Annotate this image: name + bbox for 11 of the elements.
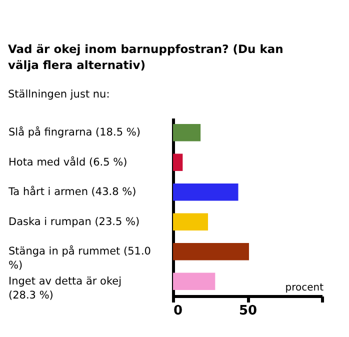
y-tick-label: Ta hårt i armen (43.8 %) [8, 185, 136, 198]
y-tick-label: Hota med våld (6.5 %) [8, 155, 128, 168]
y-tick-label: Inget av detta är okej (28.3 %) [8, 275, 122, 302]
y-tick-label: Stänga in på rummet (51.0 %) [8, 244, 151, 272]
chart-title: Vad är okej inom barnuppfostran? (Du kan välja flera alternativ) [8, 42, 284, 72]
x-tick-label: 50 [238, 304, 258, 318]
x-tick-label: 0 [174, 304, 183, 318]
y-tick-label: Daska i rumpan (23.5 %) [8, 216, 140, 228]
x-axis-title: procent [285, 282, 324, 294]
y-tick-label: Slå på fingrarna (18.5 %) [8, 126, 140, 139]
text: Ställningen just nu: [8, 88, 110, 100]
